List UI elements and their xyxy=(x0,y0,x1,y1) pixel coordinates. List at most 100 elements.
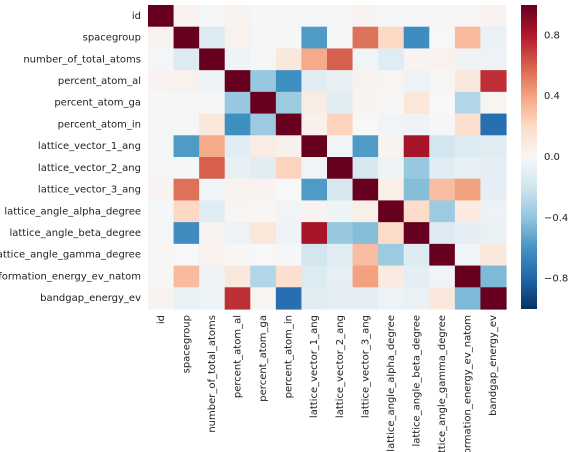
heatmap-cell xyxy=(148,265,175,288)
heatmap-cell xyxy=(403,70,430,93)
heatmap-cell xyxy=(327,113,354,136)
heatmap-cell xyxy=(301,157,328,180)
heatmap-cell xyxy=(327,178,354,202)
heatmap-cell xyxy=(148,135,175,158)
heatmap-cell xyxy=(224,200,251,223)
heatmap-cell xyxy=(429,265,456,288)
heatmap-cell xyxy=(378,26,405,50)
heatmap-cell xyxy=(403,5,430,28)
heatmap-cell xyxy=(148,70,175,93)
heatmap-cell xyxy=(352,265,379,288)
x-tick-label: percent_atom_al xyxy=(233,315,244,398)
heatmap-cell xyxy=(199,135,226,158)
heatmap-cell xyxy=(378,91,405,115)
heatmap-cell xyxy=(352,222,379,245)
heatmap-cell xyxy=(378,5,405,28)
heatmap-cell xyxy=(480,26,507,50)
heatmap-cell xyxy=(250,157,277,180)
heatmap-cell xyxy=(378,243,405,267)
heatmap-cell xyxy=(250,243,277,267)
heatmap-cell xyxy=(378,113,405,136)
heatmap-cell xyxy=(224,243,251,267)
heatmap-cell xyxy=(378,178,405,202)
heatmap-cell xyxy=(403,113,430,136)
heatmap-cell xyxy=(199,178,226,202)
heatmap-cell xyxy=(454,222,482,245)
heatmap-cell xyxy=(224,91,251,115)
heatmap-cell xyxy=(148,200,175,223)
heatmap-cell xyxy=(173,113,200,136)
x-tick-label: number_of_total_atoms xyxy=(207,315,218,433)
heatmap-cell xyxy=(173,200,200,223)
heatmap-cell xyxy=(429,243,456,267)
heatmap-cell xyxy=(148,157,175,180)
colorbar-ticks: −0.8 −0.4 0.0 0.4 0.8 xyxy=(544,30,568,284)
heatmap-cell xyxy=(327,157,354,180)
heatmap-cell xyxy=(199,243,226,267)
heatmap-cell xyxy=(275,26,303,50)
heatmap-cell xyxy=(429,157,456,180)
heatmap-cell xyxy=(224,287,251,310)
heatmap-cell xyxy=(250,265,277,288)
heatmap-cell xyxy=(199,91,226,115)
heatmap-cell xyxy=(454,200,482,223)
heatmap-cell xyxy=(199,113,226,136)
heatmap-cell xyxy=(429,5,456,28)
heatmap-cell xyxy=(352,200,379,223)
heatmap-cell xyxy=(199,265,226,288)
y-tick-label: percent_atom_al xyxy=(58,76,141,87)
heatmap-cell xyxy=(327,70,354,93)
heatmap-cell xyxy=(148,243,175,267)
heatmap-cell xyxy=(173,26,200,50)
heatmap-cell xyxy=(480,157,507,180)
heatmap-cell xyxy=(454,265,482,288)
heatmap-cell xyxy=(224,70,251,93)
heatmap-cell xyxy=(352,113,379,136)
x-tick-label: bandgap_energy_ev xyxy=(488,315,499,416)
heatmap-cell xyxy=(378,287,405,310)
heatmap-cell xyxy=(199,5,226,28)
heatmap-cell xyxy=(378,135,405,158)
heatmap-cell xyxy=(301,26,328,50)
x-tick-label: spacegroup xyxy=(181,315,192,373)
heatmap-cells xyxy=(148,5,507,310)
heatmap-cell xyxy=(327,135,354,158)
heatmap-cell xyxy=(224,135,251,158)
heatmap-cell xyxy=(378,222,405,245)
heatmap-cell xyxy=(301,178,328,202)
colorbar-tick-label: 0.0 xyxy=(544,152,560,163)
y-tick-label: number_of_total_atoms xyxy=(23,54,141,65)
y-tick-label: lattice_angle_gamma_degree xyxy=(0,250,141,261)
heatmap-cell xyxy=(429,26,456,50)
heatmap-cell xyxy=(250,222,277,245)
heatmap-cell xyxy=(480,178,507,202)
heatmap-cell xyxy=(250,178,277,202)
heatmap-cell xyxy=(352,5,379,28)
heatmap-cell xyxy=(480,243,507,267)
heatmap-cell xyxy=(301,113,328,136)
heatmap-cell xyxy=(352,243,379,267)
x-tick-label: id xyxy=(156,315,167,324)
x-tick-label: lattice_vector_2_ang xyxy=(335,315,346,418)
colorbar-tick-label: 0.8 xyxy=(544,30,560,41)
heatmap-cell xyxy=(275,48,303,71)
heatmap-cell xyxy=(301,135,328,158)
heatmap-cell xyxy=(403,265,430,288)
colorbar-tick-label: −0.8 xyxy=(544,274,568,285)
heatmap-cell xyxy=(275,287,303,310)
y-tick-label: spacegroup xyxy=(83,33,141,44)
heatmap-cell xyxy=(301,70,328,93)
heatmap-cell xyxy=(173,243,200,267)
x-tick-label: formation_energy_ev_natom xyxy=(463,315,474,452)
heatmap-cell xyxy=(327,91,354,115)
heatmap-cell xyxy=(327,48,354,71)
heatmap-cell xyxy=(301,48,328,71)
heatmap-cell xyxy=(275,70,303,93)
heatmap-cell xyxy=(327,243,354,267)
x-tick-label: percent_atom_ga xyxy=(258,315,269,402)
heatmap-cell xyxy=(480,5,507,28)
heatmap-cell xyxy=(378,48,405,71)
heatmap-cell xyxy=(224,265,251,288)
heatmap-cell xyxy=(454,178,482,202)
heatmap-cell xyxy=(275,265,303,288)
